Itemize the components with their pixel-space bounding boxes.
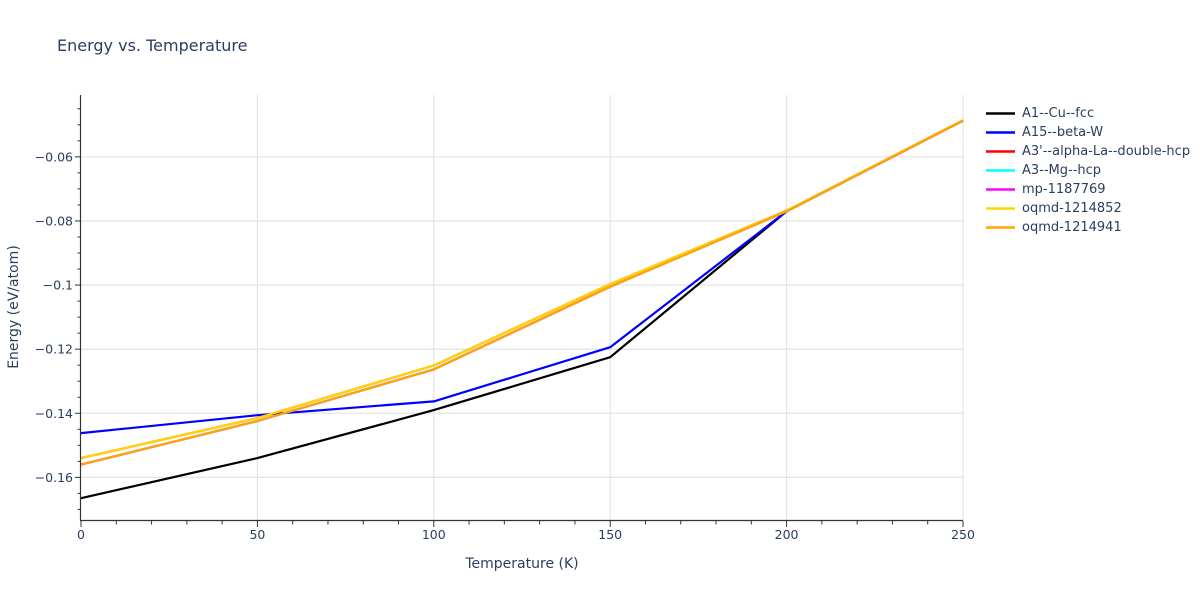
legend-label: oqmd-1214852 — [1022, 201, 1122, 216]
x-tick-label-200: 200 — [775, 527, 799, 542]
y-tick-label-−0.12: −0.12 — [35, 342, 73, 357]
legend-item-A3--Mg--hcp[interactable]: A3--Mg--hcp — [986, 161, 1190, 180]
legend-line-swatch — [986, 131, 1015, 134]
legend-item-mp-1187769[interactable]: mp-1187769 — [986, 180, 1190, 199]
y-tick-label-−0.1: −0.1 — [43, 278, 73, 293]
chart-title: Energy vs. Temperature — [57, 36, 248, 55]
series-line-A3'--alpha-La--double-hcp — [80, 119, 964, 460]
x-tick-label-50: 50 — [249, 527, 265, 542]
legend-label: A3--Mg--hcp — [1022, 163, 1102, 178]
x-tick-label-250: 250 — [951, 527, 975, 542]
series-line-A15--beta-W — [80, 119, 964, 435]
legend-item-A15--beta-W[interactable]: A15--beta-W — [986, 123, 1190, 142]
x-tick-label-100: 100 — [422, 527, 446, 542]
legend-label: A1--Cu--fcc — [1022, 106, 1095, 121]
legend-label: A15--beta-W — [1022, 125, 1104, 140]
legend-line-swatch — [986, 188, 1015, 191]
legend-label: oqmd-1214941 — [1022, 220, 1122, 235]
y-tick-label-−0.06: −0.06 — [35, 149, 73, 164]
legend-line-swatch — [986, 150, 1015, 153]
legend-item-oqmd-1214852[interactable]: oqmd-1214852 — [986, 199, 1190, 218]
series-line-A1--Cu--fcc — [80, 119, 964, 500]
legend-item-A3'--alpha-La--double-hcp[interactable]: A3'--alpha-La--double-hcp — [986, 142, 1190, 161]
legend-line-swatch — [986, 169, 1015, 172]
legend-line-swatch — [986, 112, 1015, 115]
legend-item-oqmd-1214941[interactable]: oqmd-1214941 — [986, 218, 1190, 237]
y-tick-label-−0.16: −0.16 — [35, 470, 73, 485]
x-tick-label-0: 0 — [77, 527, 85, 542]
y-tick-label-−0.08: −0.08 — [35, 213, 73, 228]
legend-label: mp-1187769 — [1022, 182, 1106, 197]
legend: A1--Cu--fcc A15--beta-W A3'--alpha-La--dou… — [986, 104, 1190, 237]
legend-line-swatch — [986, 207, 1015, 210]
series-line-oqmd-1214941 — [80, 119, 964, 466]
legend-line-swatch — [986, 226, 1015, 229]
legend-item-A1--Cu--fcc[interactable]: A1--Cu--fcc — [986, 104, 1190, 123]
x-tick-label-150: 150 — [598, 527, 622, 542]
y-tick-label-−0.14: −0.14 — [35, 406, 73, 421]
x-axis-title: Temperature (K) — [465, 556, 579, 572]
legend-label: A3'--alpha-La--double-hcp — [1022, 144, 1191, 159]
series-line-oqmd-1214852 — [80, 119, 964, 460]
